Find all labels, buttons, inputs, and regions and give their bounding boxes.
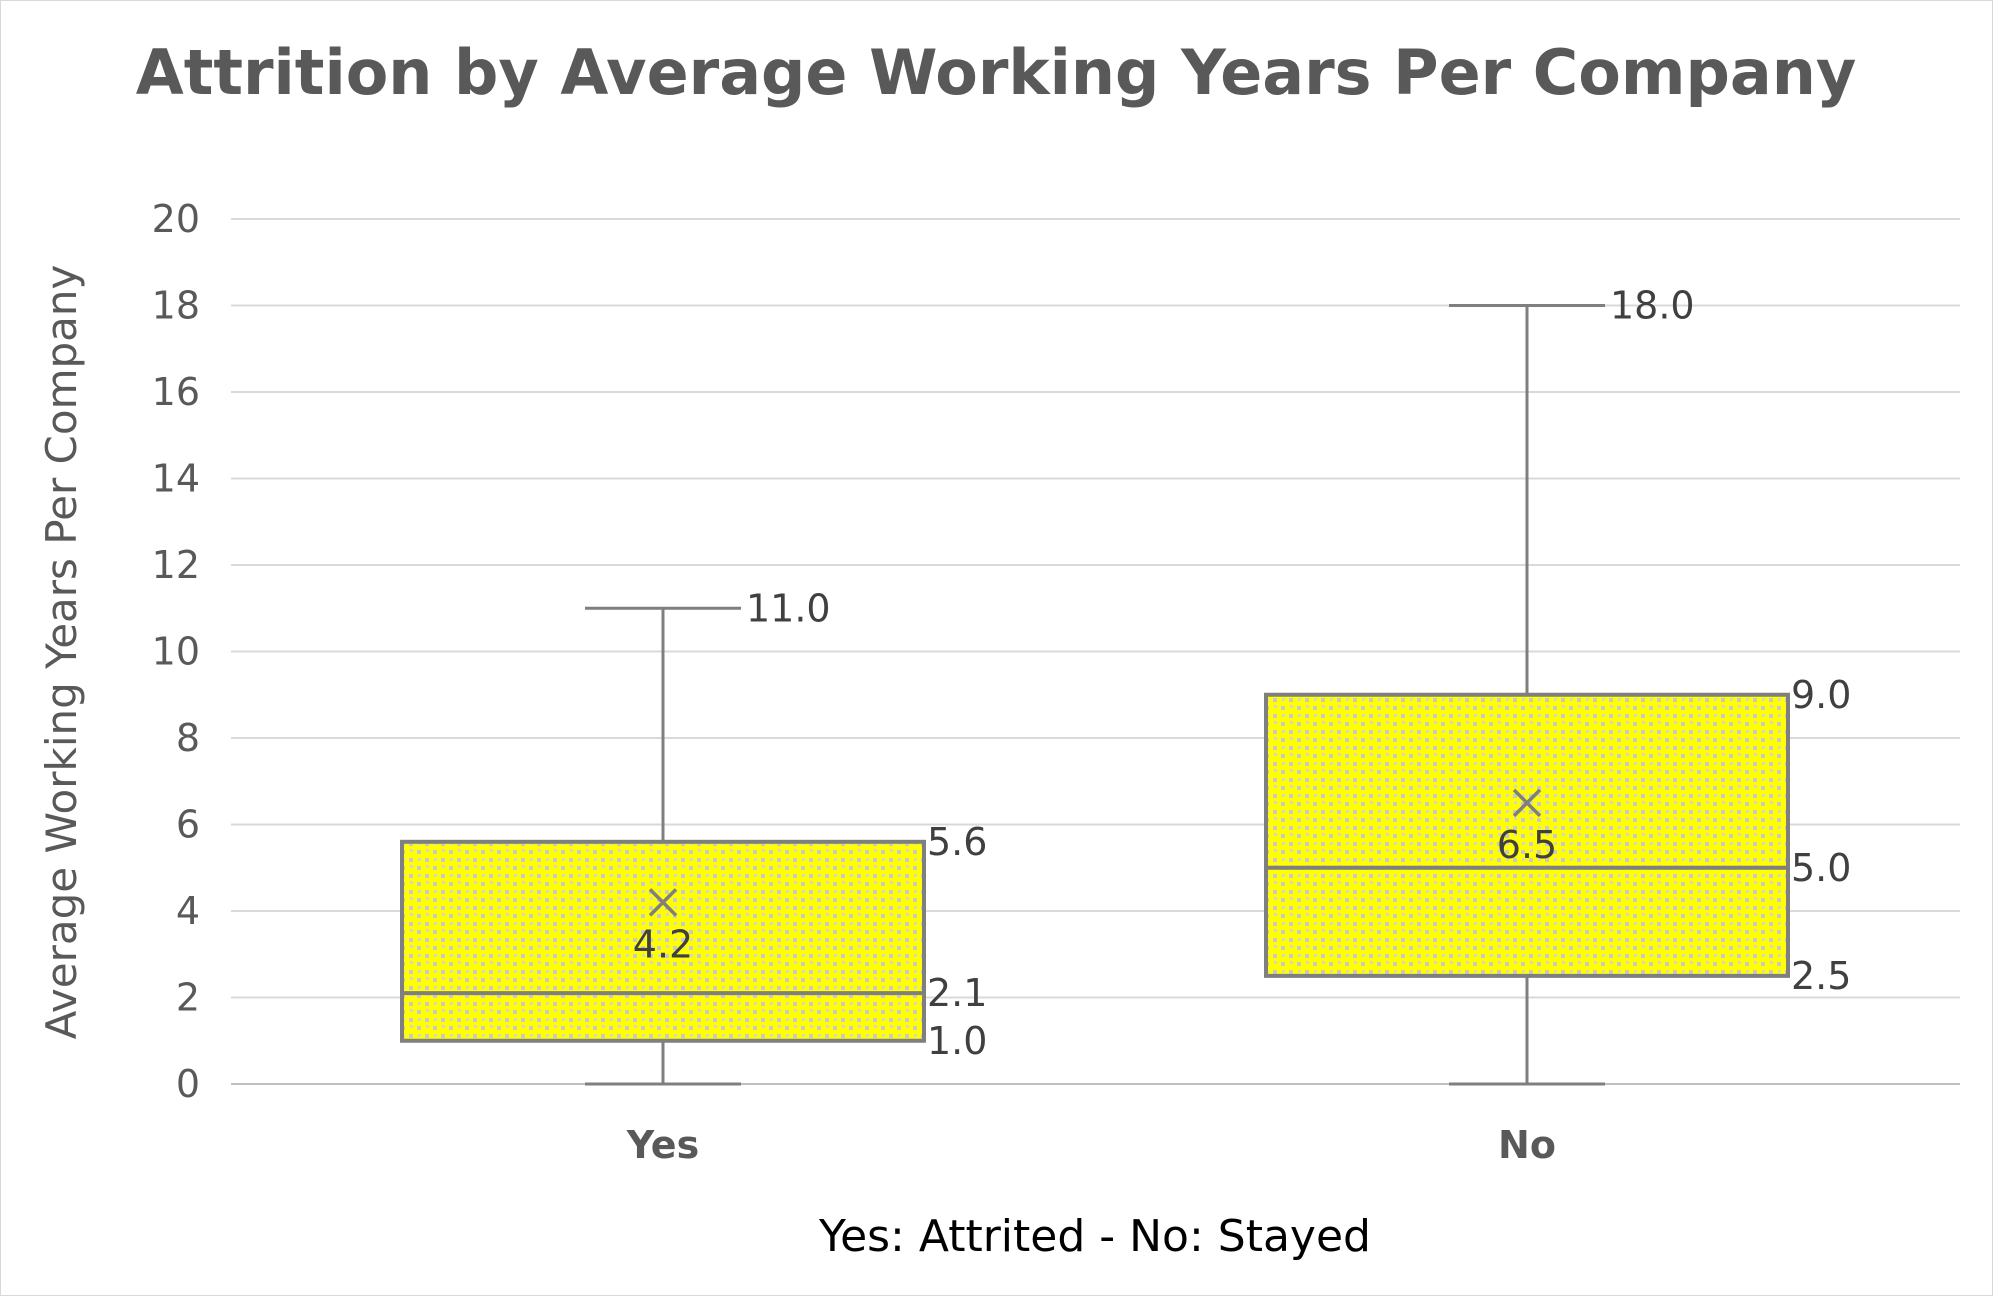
y-tick-labels: 0 2 4 6 8 10 12 14 16 18 20: [152, 197, 200, 1106]
box-series: 11.0 5.6 2.11.0 4.2 18.0 9.0 5.0 2.5 6.5: [400, 284, 1851, 1086]
max-label: 11.0: [746, 586, 831, 630]
box-yes: 11.0 5.6 2.11.0 4.2: [400, 586, 987, 1086]
mean-label: 6.5: [1497, 823, 1557, 867]
y-tick-label: 4: [176, 889, 200, 933]
median-label: 2.1: [927, 971, 987, 1015]
y-tick-label: 0: [176, 1062, 200, 1106]
y-tick-label: 6: [176, 803, 200, 847]
y-tick-label: 18: [152, 284, 200, 328]
box-no: 18.0 9.0 5.0 2.5 6.5: [1264, 284, 1851, 1086]
y-axis-title: Average Working Years Per Company: [37, 265, 86, 1040]
x-category-labels: Yes No: [626, 1123, 1556, 1167]
y-tick-label: 12: [152, 543, 200, 587]
y-tick-label: 20: [152, 197, 200, 241]
y-tick-label: 10: [152, 630, 200, 674]
max-label: 18.0: [1610, 284, 1695, 328]
iqr-box: [1264, 692, 1790, 978]
x-category-no: No: [1498, 1123, 1556, 1167]
q1-label: 2.5: [1791, 954, 1851, 998]
mean-marker: [648, 888, 678, 917]
x-axis-title: Yes: Attrited - No: Stayed: [818, 1211, 1371, 1262]
y-tick-label: 16: [152, 370, 200, 414]
q1-label: 1.0: [927, 1019, 987, 1063]
iqr-box: [400, 839, 926, 1043]
y-tick-label: 8: [176, 716, 200, 760]
median-label: 5.0: [1791, 846, 1851, 890]
chart-title: Attrition by Average Working Years Per C…: [136, 36, 1857, 109]
mean-label: 4.2: [633, 922, 693, 966]
mean-marker: [1512, 788, 1542, 818]
y-tick-label: 2: [176, 976, 200, 1020]
x-category-yes: Yes: [626, 1123, 699, 1167]
q3-label: 9.0: [1791, 673, 1851, 717]
y-tick-label: 14: [152, 457, 200, 501]
q3-label: 5.6: [927, 820, 987, 864]
